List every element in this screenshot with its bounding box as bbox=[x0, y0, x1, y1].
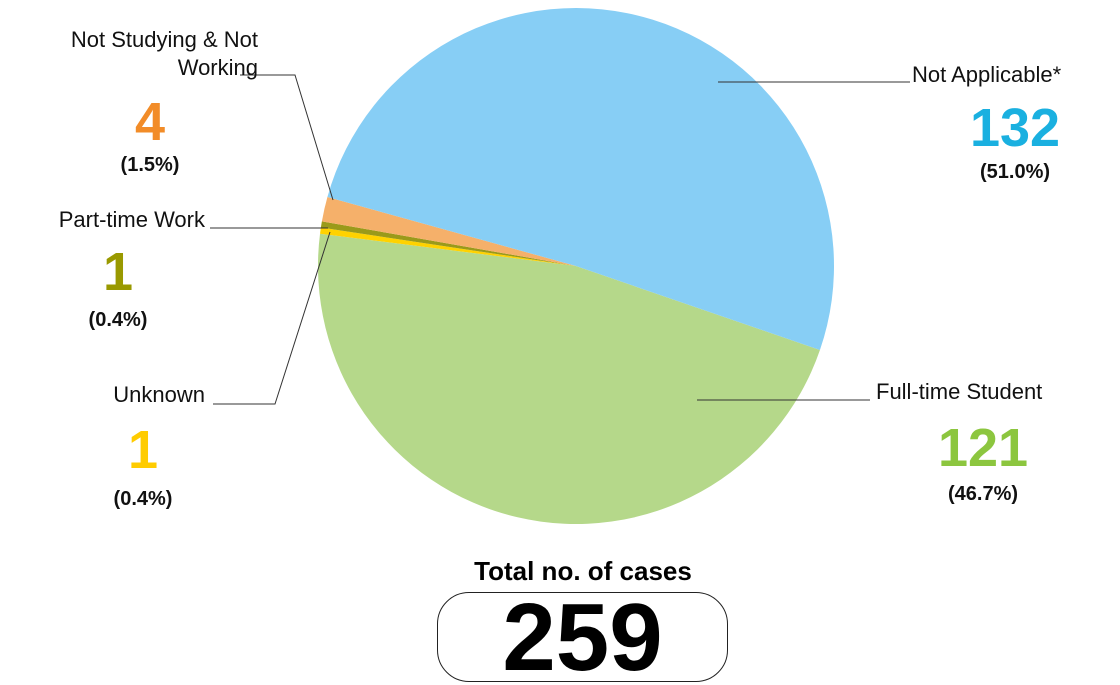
total-label: Total no. of cases bbox=[474, 556, 692, 586]
value-label: 1 bbox=[127, 420, 159, 480]
pie-slice bbox=[327, 7, 835, 350]
leader-line bbox=[240, 74, 334, 201]
pie-slice bbox=[320, 221, 576, 266]
category-label: Part-time Work bbox=[58, 207, 205, 232]
pie-slice bbox=[320, 227, 576, 266]
share-label: (51.0%) bbox=[979, 161, 1051, 183]
share-label: (46.7%) bbox=[947, 483, 1019, 505]
category-label: Not Studying & Not Working bbox=[70, 27, 258, 80]
value-label: 1 bbox=[102, 242, 134, 302]
pie-slice bbox=[317, 233, 820, 525]
leader-line bbox=[213, 231, 331, 405]
value-label: 121 bbox=[937, 418, 1029, 478]
value-label: 4 bbox=[134, 92, 166, 152]
value-label: 132 bbox=[969, 98, 1061, 158]
category-label: Full-time Student bbox=[876, 379, 1043, 404]
category-label: Unknown bbox=[113, 382, 205, 407]
share-label: (0.4%) bbox=[113, 488, 173, 510]
share-label: (1.5%) bbox=[120, 154, 180, 176]
pie-slice bbox=[321, 196, 576, 266]
category-label: Not Applicable* bbox=[912, 62, 1062, 87]
share-label: (0.4%) bbox=[88, 309, 148, 331]
total-value: 259 bbox=[437, 590, 728, 685]
